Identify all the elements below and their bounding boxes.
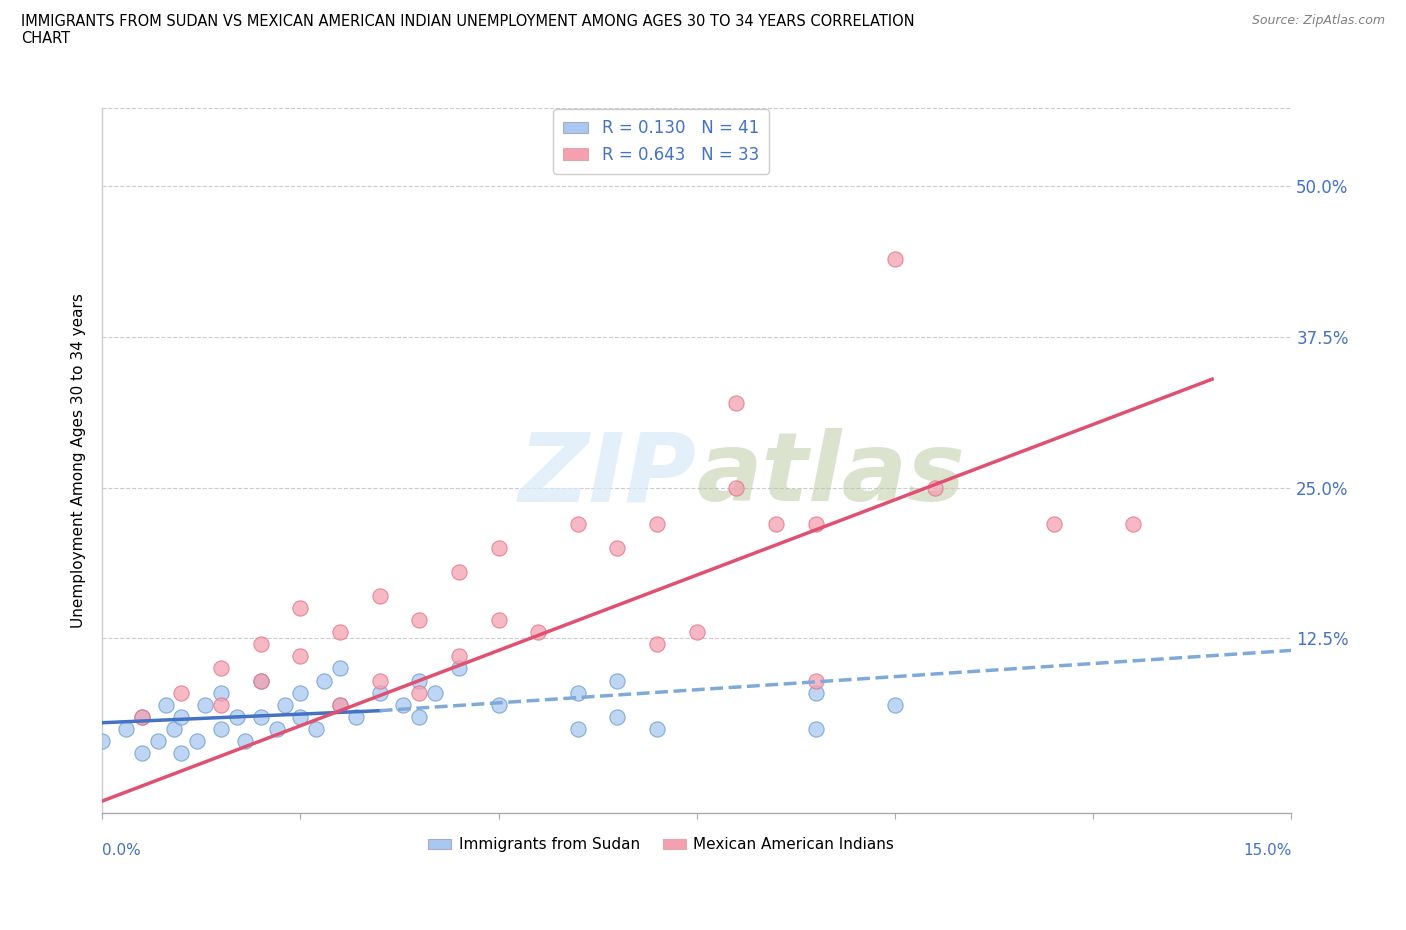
Point	[725, 396, 748, 411]
Point	[209, 722, 232, 737]
Point	[329, 661, 352, 676]
Point	[567, 722, 589, 737]
Point	[527, 625, 550, 640]
Point	[488, 540, 510, 555]
Point	[131, 746, 153, 761]
Point	[329, 698, 352, 712]
Point	[392, 698, 415, 712]
Point	[488, 698, 510, 712]
Point	[329, 698, 352, 712]
Point	[408, 685, 430, 700]
Point	[765, 516, 787, 531]
Point	[209, 698, 232, 712]
Point	[368, 673, 391, 688]
Point	[408, 710, 430, 724]
Point	[146, 734, 169, 749]
Point	[115, 722, 138, 737]
Point	[249, 673, 271, 688]
Point	[804, 722, 827, 737]
Point	[408, 613, 430, 628]
Point	[131, 710, 153, 724]
Text: ZIP: ZIP	[519, 428, 697, 521]
Point	[249, 673, 271, 688]
Point	[170, 710, 193, 724]
Point	[725, 480, 748, 495]
Point	[131, 710, 153, 724]
Point	[447, 649, 470, 664]
Point	[329, 625, 352, 640]
Point	[408, 673, 430, 688]
Point	[645, 637, 668, 652]
Point	[273, 698, 295, 712]
Point	[91, 734, 114, 749]
Point	[606, 673, 628, 688]
Point	[249, 710, 271, 724]
Point	[447, 565, 470, 579]
Point	[567, 685, 589, 700]
Point	[170, 685, 193, 700]
Point	[249, 637, 271, 652]
Point	[567, 516, 589, 531]
Point	[344, 710, 367, 724]
Point	[209, 685, 232, 700]
Point	[645, 516, 668, 531]
Point	[266, 722, 288, 737]
Text: 0.0%: 0.0%	[103, 844, 141, 858]
Point	[368, 685, 391, 700]
Point	[290, 601, 312, 616]
Point	[488, 613, 510, 628]
Point	[290, 649, 312, 664]
Text: atlas: atlas	[697, 428, 966, 521]
Point	[606, 540, 628, 555]
Point	[186, 734, 208, 749]
Text: IMMIGRANTS FROM SUDAN VS MEXICAN AMERICAN INDIAN UNEMPLOYMENT AMONG AGES 30 TO 3: IMMIGRANTS FROM SUDAN VS MEXICAN AMERICA…	[21, 14, 915, 46]
Point	[233, 734, 256, 749]
Point	[804, 673, 827, 688]
Point	[162, 722, 184, 737]
Point	[924, 480, 946, 495]
Point	[686, 625, 709, 640]
Point	[804, 516, 827, 531]
Point	[425, 685, 447, 700]
Point	[226, 710, 249, 724]
Point	[290, 710, 312, 724]
Point	[884, 251, 907, 266]
Point	[884, 698, 907, 712]
Point	[314, 673, 336, 688]
Point	[368, 589, 391, 604]
Text: Source: ZipAtlas.com: Source: ZipAtlas.com	[1251, 14, 1385, 27]
Y-axis label: Unemployment Among Ages 30 to 34 years: Unemployment Among Ages 30 to 34 years	[72, 293, 86, 628]
Point	[305, 722, 328, 737]
Point	[1042, 516, 1064, 531]
Point	[606, 710, 628, 724]
Point	[645, 722, 668, 737]
Point	[170, 746, 193, 761]
Legend: Immigrants from Sudan, Mexican American Indians: Immigrants from Sudan, Mexican American …	[422, 831, 900, 858]
Point	[290, 685, 312, 700]
Point	[804, 685, 827, 700]
Point	[447, 661, 470, 676]
Point	[209, 661, 232, 676]
Point	[194, 698, 217, 712]
Text: 15.0%: 15.0%	[1243, 844, 1291, 858]
Point	[155, 698, 177, 712]
Point	[1122, 516, 1144, 531]
